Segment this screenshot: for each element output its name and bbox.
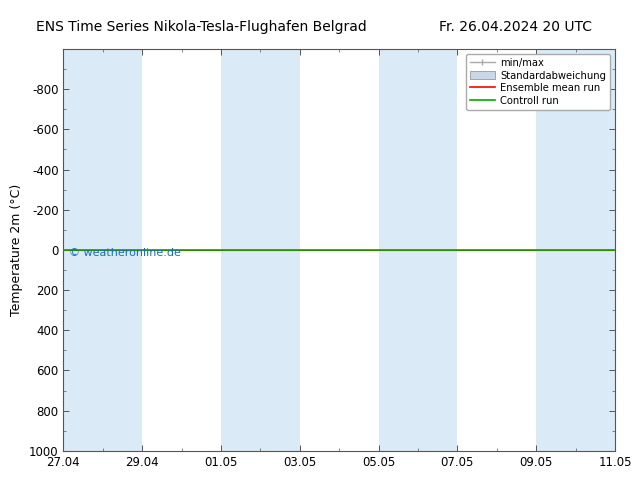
Bar [536,49,615,451]
Text: ENS Time Series Nikola-Tesla-Flughafen Belgrad: ENS Time Series Nikola-Tesla-Flughafen B… [36,20,366,34]
Bar [378,49,457,451]
Legend: min/max, Standardabweichung, Ensemble mean run, Controll run: min/max, Standardabweichung, Ensemble me… [466,54,610,109]
Text: © weatheronline.de: © weatheronline.de [69,248,181,258]
Bar [63,49,142,451]
Text: Fr. 26.04.2024 20 UTC: Fr. 26.04.2024 20 UTC [439,20,592,34]
Bar [221,49,300,451]
Y-axis label: Temperature 2m (°C): Temperature 2m (°C) [10,184,23,316]
